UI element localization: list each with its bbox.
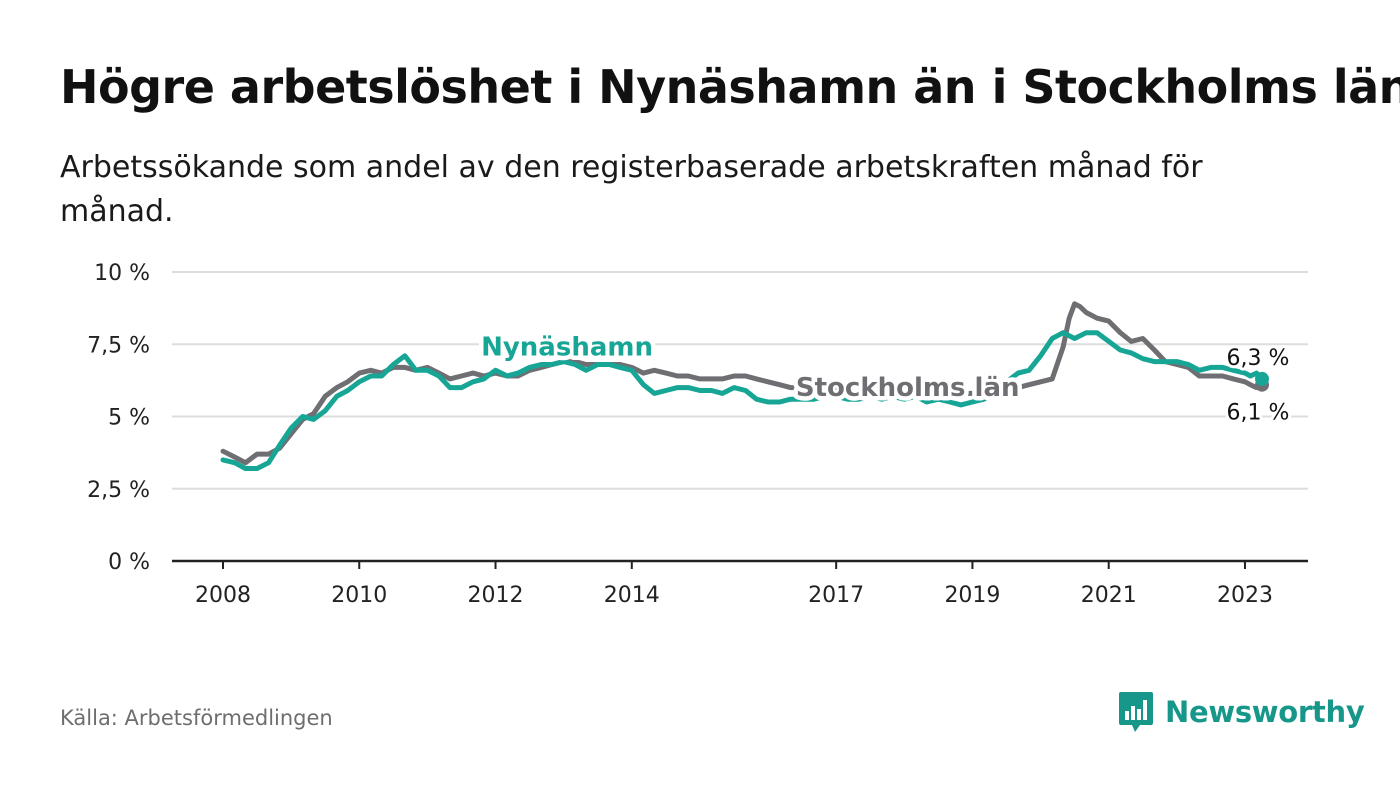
axes: 0 % 2,5 % 5 % 7,5 % 10 % 2008 2010 2012 2014 2017… (87, 261, 1308, 608)
x-tick-label: 2019 (944, 583, 1000, 608)
chart-subtitle: Arbetssökande som andel av den registerb… (60, 150, 1203, 229)
last-value-label-nynashamn: 6,3 % (1227, 346, 1290, 371)
series-line-stockholms-lan (220, 301, 1265, 466)
x-tick-label: 2021 (1081, 583, 1137, 608)
data-series (220, 301, 1269, 471)
x-tick-label: 2012 (468, 583, 524, 608)
source-note: Källa: Arbetsförmedlingen (60, 706, 333, 730)
x-tick-label: 2017 (808, 583, 864, 608)
series-label-stockholms-lan: Stockholms län (796, 373, 1020, 403)
x-tick-label: 2014 (604, 583, 660, 608)
y-tick-label: 5 % (108, 406, 150, 431)
series-endpoint-nynashamn (1255, 371, 1269, 386)
chart-title: Högre arbetslöshet i Nynäshamn än i Stoc… (60, 60, 1400, 114)
y-tick-label: 2,5 % (87, 478, 150, 503)
y-tick-label: 10 % (94, 261, 150, 286)
y-tick-label: 0 % (108, 550, 150, 575)
series-label-nynashamn: Nynäshamn (481, 333, 653, 363)
series-line-nynashamn (220, 330, 1265, 471)
grid-lines (172, 271, 1308, 490)
line-chart: 0 % 2,5 % 5 % 7,5 % 10 % 2008 2010 2012 2014 2017… (87, 261, 1308, 608)
last-value-label-stockholms-lan: 6,1 % (1227, 401, 1290, 426)
x-tick-label: 2023 (1217, 583, 1273, 608)
x-tick-label: 2010 (331, 583, 387, 608)
brand-name: Newsworthy (1165, 695, 1365, 729)
brand-logo[interactable]: Newsworthy (1118, 690, 1365, 734)
bar-chart-speech-bubble-icon (1119, 692, 1153, 732)
y-tick-label: 7,5 % (87, 333, 150, 358)
data-labels: 6,1 % 6,3 % Nynäshamn Stockholms län (477, 328, 1293, 429)
x-tick-label: 2008 (195, 583, 251, 608)
